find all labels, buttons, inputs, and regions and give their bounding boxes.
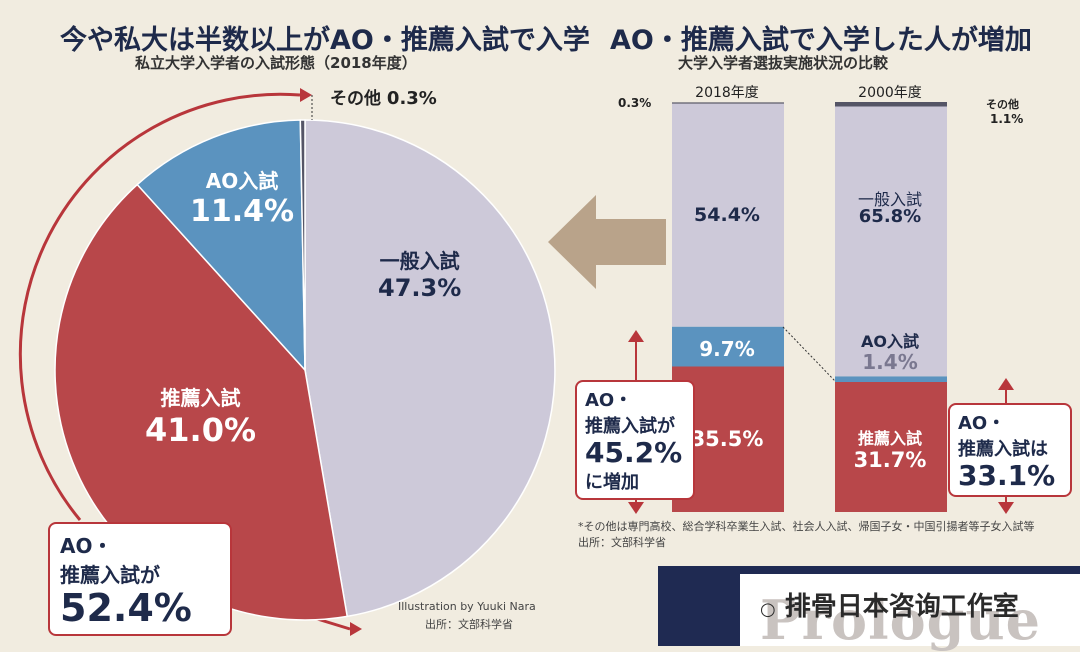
brand-logo: Prologue xyxy=(760,588,1041,652)
right-callout-left-line1: AO・ xyxy=(585,390,633,411)
bar-2018-general-value: 54.4% xyxy=(694,204,760,226)
left-source: 出所：文部科学省 xyxy=(425,618,513,631)
left-range-arrow-up xyxy=(628,330,644,342)
pie-label-general: 一般入試 47.3% xyxy=(378,245,461,302)
right-callout-left-line4: に増加 xyxy=(585,472,639,493)
right-callout-right-line1: AO・ xyxy=(958,413,1006,434)
pie-slice-ao xyxy=(136,119,306,372)
bar-2000-other-label: その他 xyxy=(986,98,1019,111)
bar-2000-ao-value: 1.4% xyxy=(862,350,918,374)
bar-2000-ao-name: AO入試 xyxy=(861,332,919,351)
bar-category-2018: 2018年度 xyxy=(695,85,759,101)
right-footnote: *その他は専門高校、総合学科卒業生入試、社会人入試、帰国子女・中国引揚者等子女入… xyxy=(578,520,1035,533)
bar-2000-suisen-value: 31.7% xyxy=(853,448,927,472)
pie-label-general-value: 47.3% xyxy=(378,274,462,302)
pie-label-ao: AO入試 11.4% xyxy=(190,165,294,229)
left-callout: AO・ 推薦入試が 52.4% xyxy=(48,522,232,636)
brand-panel-inner xyxy=(740,574,1080,646)
bar-2018-ao-value: 9.7% xyxy=(699,337,755,361)
pie-label-other-value: 0.3% xyxy=(386,88,437,109)
right-callout-left-line2: 推薦入試が xyxy=(585,416,675,437)
left-callout-line1: AO・ xyxy=(60,534,113,558)
pie-label-other-name: その他 xyxy=(330,89,381,109)
wechat-icon: ○ xyxy=(760,599,776,620)
pie-slice-other xyxy=(299,119,306,371)
watermark: ○ 排骨日本咨询工作室 xyxy=(760,586,1019,623)
bar-2000-general xyxy=(835,106,947,377)
right-callout-left-line3: 45.2% xyxy=(585,436,683,469)
bar-2000-general-value: 65.8% xyxy=(858,206,922,227)
connector-line xyxy=(782,326,836,382)
pie-slice-general xyxy=(304,119,556,618)
arrow-head-top xyxy=(300,88,312,102)
left-callout-line3: 52.4% xyxy=(60,586,192,630)
bar-2018-other xyxy=(672,102,784,104)
left-callout-line2: 推薦入試が xyxy=(60,563,160,587)
right-range-arrow-up xyxy=(998,378,1014,390)
bar-2018-other-value: 0.3% xyxy=(618,96,652,110)
bar-2000-other-value: 1.1% xyxy=(990,112,1024,126)
pie-label-ao-name: AO入試 xyxy=(205,169,279,193)
arrow-head-bottom xyxy=(350,622,362,636)
left-range-arrow-down xyxy=(628,502,644,514)
bar-category-2000: 2000年度 xyxy=(858,85,922,101)
bar-2000-suisen-name: 推薦入試 xyxy=(857,429,922,448)
pie-label-general-name: 一般入試 xyxy=(379,249,460,273)
right-callout-right-line2: 推薦入試は xyxy=(958,439,1048,460)
left-subtitle: 私立大学入学者の入試形態（2018年度） xyxy=(135,54,417,72)
decor-arc xyxy=(18,92,301,521)
pie-label-other: その他 0.3% xyxy=(330,84,437,109)
pie-slice-suisen xyxy=(54,183,349,621)
right-title: AO・推薦入試で入学した人が増加 xyxy=(610,25,1032,56)
bar-2018-general xyxy=(672,103,784,327)
right-callout-right-line3: 33.1% xyxy=(958,459,1056,492)
bar-2000-ao xyxy=(835,376,947,382)
right-callout-right: AO・ 推薦入試は 33.1% xyxy=(948,403,1072,497)
bar-2018-ao xyxy=(672,326,784,367)
bar-2000-suisen xyxy=(835,382,947,512)
right-subtitle: 大学入学者選抜実施状況の比較 xyxy=(678,54,889,72)
left-credit: Illustration by Yuuki Nara xyxy=(398,600,536,613)
bar-2018-suisen-value: 35.5% xyxy=(690,427,764,451)
left-title: 今や私大は半数以上がAO・推薦入試で入学 xyxy=(60,25,590,56)
bar-2000-general-name: 一般入試 xyxy=(857,190,922,209)
pie-label-ao-value: 11.4% xyxy=(190,194,295,229)
pie-label-suisen-value: 41.0% xyxy=(145,411,257,449)
right-source: 出所：文部科学省 xyxy=(578,536,666,549)
pie-label-suisen: 推薦入試 41.0% xyxy=(145,382,256,449)
watermark-text: 排骨日本咨询工作室 xyxy=(784,592,1019,622)
pie-label-suisen-name: 推薦入試 xyxy=(160,386,241,410)
bar-2000-other xyxy=(835,102,947,107)
right-callout-left: AO・ 推薦入試が 45.2% に増加 xyxy=(575,380,695,500)
left-arrow-icon xyxy=(548,195,666,289)
right-range-arrow-down xyxy=(998,502,1014,514)
